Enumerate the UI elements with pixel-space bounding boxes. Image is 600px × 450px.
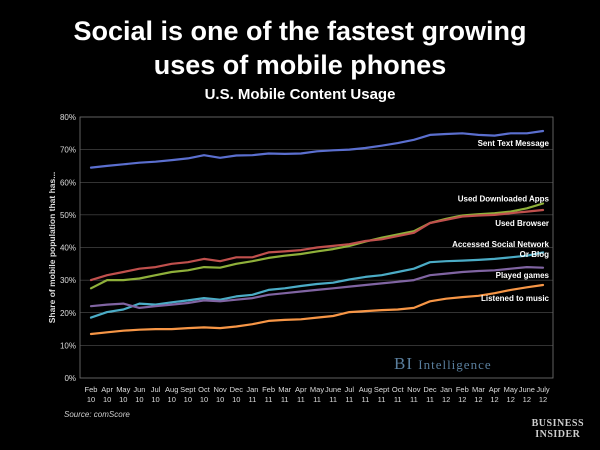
- x-tick-year: 11: [281, 395, 289, 404]
- series-line: [89, 266, 545, 309]
- x-tick-year: 12: [442, 395, 450, 404]
- bi-intelligence-watermark: BI Intelligence: [394, 354, 492, 374]
- business-insider-logo: BUSINESS INSIDER: [532, 418, 584, 440]
- x-tick-label: Sept: [180, 385, 196, 394]
- x-tick-label: June: [325, 385, 341, 394]
- x-tick-label: July: [536, 385, 550, 394]
- x-tick-year: 11: [426, 395, 434, 404]
- x-tick-year: 11: [378, 395, 386, 404]
- title-line-1: Social is one of the fastest growing: [73, 16, 527, 46]
- x-tick-year: 11: [362, 395, 370, 404]
- y-tick-label: 20%: [60, 309, 76, 318]
- y-tick-label: 40%: [60, 244, 76, 253]
- x-tick-year: 10: [232, 395, 240, 404]
- series-line: [89, 208, 545, 282]
- series-annotation: Accessed Social Network: [452, 240, 549, 249]
- x-tick-label: Dec: [230, 385, 244, 394]
- x-tick-label: Jun: [133, 385, 145, 394]
- x-tick-year: 10: [103, 395, 111, 404]
- x-tick-year: 10: [216, 395, 224, 404]
- x-tick-year: 10: [87, 395, 95, 404]
- series-line: [89, 251, 545, 319]
- x-tick-label: Mar: [278, 385, 291, 394]
- x-tick-label: Feb: [262, 385, 275, 394]
- x-tick-label: June: [519, 385, 535, 394]
- x-tick-year: 11: [265, 395, 273, 404]
- x-tick-label: Jan: [246, 385, 258, 394]
- y-tick-label: 70%: [60, 146, 76, 155]
- y-axis-label: Share of mobile population that has...: [47, 172, 57, 324]
- x-tick-label: Jul: [344, 385, 354, 394]
- series-annotation: Used Browser: [495, 219, 549, 228]
- series-annotation: Used Downloaded Apps: [458, 195, 550, 204]
- x-tick-label: Apr: [295, 385, 307, 394]
- x-tick-label: May: [116, 385, 130, 394]
- x-tick-year: 12: [490, 395, 498, 404]
- x-tick-label: Nov: [407, 385, 421, 394]
- x-tick-year: 10: [200, 395, 208, 404]
- x-tick-year: 11: [329, 395, 337, 404]
- y-tick-label: 0%: [64, 374, 76, 383]
- series-annotation: Listened to music: [481, 294, 550, 303]
- x-tick-label: Feb: [85, 385, 98, 394]
- x-tick-year: 12: [507, 395, 515, 404]
- title-line-2: uses of mobile phones: [153, 50, 447, 80]
- x-tick-year: 10: [151, 395, 159, 404]
- x-tick-label: Apr: [489, 385, 501, 394]
- x-tick-year: 12: [523, 395, 531, 404]
- series-annotation: Sent Text Message: [478, 139, 550, 148]
- y-tick-label: 50%: [60, 211, 76, 220]
- x-tick-year: 12: [539, 395, 547, 404]
- x-tick-label: Dec: [423, 385, 437, 394]
- x-tick-label: Nov: [213, 385, 227, 394]
- x-tick-label: Jul: [151, 385, 161, 394]
- x-tick-label: Jan: [440, 385, 452, 394]
- x-tick-year: 11: [394, 395, 402, 404]
- x-tick-label: May: [310, 385, 324, 394]
- source-note: Source: comScore: [64, 410, 130, 419]
- y-tick-label: 60%: [60, 178, 76, 187]
- x-tick-year: 10: [119, 395, 127, 404]
- y-tick-label: 30%: [60, 276, 76, 285]
- x-tick-year: 10: [184, 395, 192, 404]
- x-tick-year: 11: [410, 395, 418, 404]
- x-tick-year: 11: [313, 395, 321, 404]
- x-tick-label: Feb: [456, 385, 469, 394]
- watermark-intelligence: Intelligence: [418, 357, 492, 372]
- x-tick-label: Oct: [392, 385, 405, 394]
- y-tick-label: 10%: [60, 341, 76, 350]
- watermark-bi: BI: [394, 354, 413, 373]
- logo-line-2: INSIDER: [535, 429, 581, 440]
- x-tick-label: Aug: [165, 385, 178, 394]
- series-line: [89, 283, 545, 336]
- x-tick-year: 11: [249, 395, 257, 404]
- x-tick-year: 10: [135, 395, 143, 404]
- x-tick-year: 12: [474, 395, 482, 404]
- series-annotation: Or Blog: [520, 250, 549, 259]
- series-annotation: Played games: [496, 271, 550, 280]
- x-tick-year: 11: [345, 395, 353, 404]
- x-tick-label: Oct: [198, 385, 211, 394]
- x-tick-label: Mar: [472, 385, 485, 394]
- logo-line-1: BUSINESS: [531, 418, 584, 429]
- x-tick-year: 10: [168, 395, 176, 404]
- x-tick-label: Aug: [359, 385, 372, 394]
- chart-title: Social is one of the fastest growing use…: [0, 14, 600, 82]
- x-tick-label: May: [504, 385, 518, 394]
- chart-subtitle: U.S. Mobile Content Usage: [204, 86, 396, 103]
- x-tick-label: Apr: [101, 385, 113, 394]
- x-tick-label: Sept: [374, 385, 390, 394]
- series-line: [89, 129, 545, 169]
- x-tick-year: 12: [458, 395, 466, 404]
- x-tick-year: 11: [297, 395, 305, 404]
- y-tick-label: 80%: [60, 113, 76, 122]
